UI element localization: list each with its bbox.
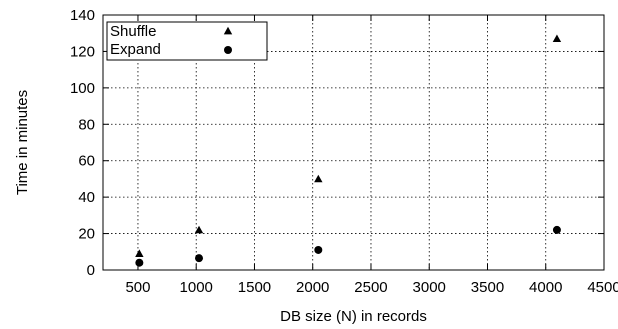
x-tick-label: 1500 [238,279,271,296]
x-tick-label: 2500 [354,279,387,296]
point-expand [314,245,323,254]
legend: Shuffle Expand [106,21,268,61]
y-tick-label: 60 [78,153,95,170]
legend-label-shuffle: Shuffle [110,23,156,40]
x-tick-label: 4000 [529,279,562,296]
y-tick-label: 0 [87,262,95,279]
y-axis-title: Time in minutes [14,90,31,195]
x-tick-labels: 500 1000 1500 2000 2500 3000 3500 4000 4500 [125,279,618,296]
x-tick-label: 3500 [471,279,504,296]
point-expand [135,258,144,267]
legend-label-expand: Expand [110,41,161,58]
x-tick-label: 500 [125,279,150,296]
x-axis-title: DB size (N) in records [280,308,427,325]
y-tick-label: 80 [78,116,95,133]
grid [103,15,604,270]
legend-marker-expand [224,46,232,54]
point-expand [195,254,204,263]
legend-marker-shuffle [223,26,233,35]
legend-box [106,21,268,61]
point-shuffle [314,174,323,183]
x-tick-label: 3000 [413,279,446,296]
plot-frame [102,14,605,271]
point-shuffle [552,34,562,43]
x-tick-label: 1000 [180,279,213,296]
y-tick-label: 20 [78,226,95,243]
y-tick-label: 100 [70,80,95,97]
y-tick-label: 40 [78,189,95,206]
data-points [135,34,562,267]
point-shuffle [135,249,144,257]
y-tick-label: 120 [70,43,95,60]
point-expand [552,225,561,234]
y-tick-labels: 0 20 40 60 80 100 120 140 [70,7,95,279]
x-tick-label: 4500 [587,279,618,296]
x-tick-label: 2000 [296,279,329,296]
axis-ticks [103,14,605,271]
point-shuffle [194,225,204,234]
y-tick-label: 140 [70,7,95,24]
